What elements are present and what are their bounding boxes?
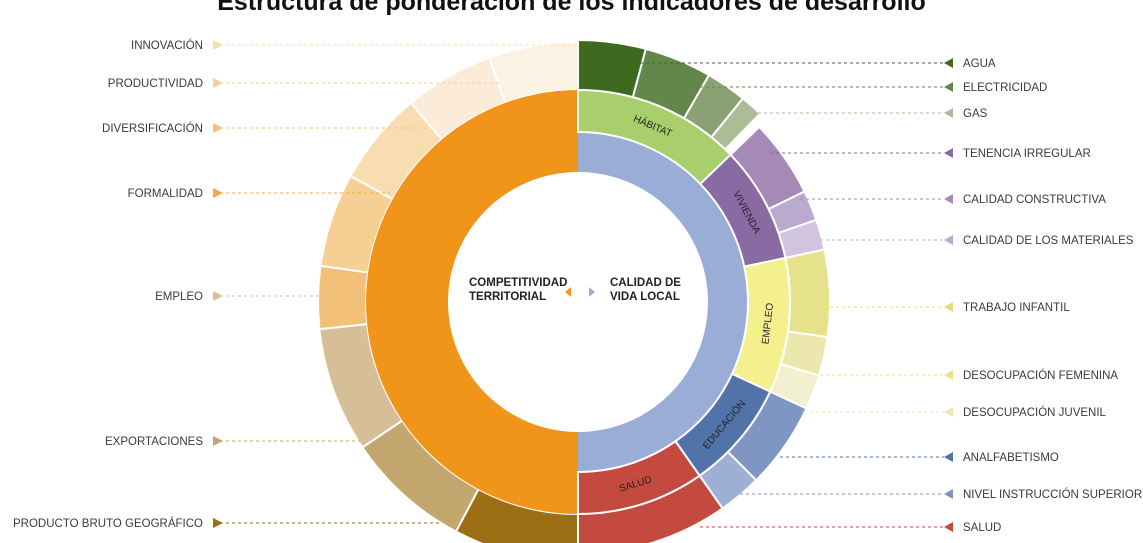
legend-label-diversificacion: DIVERSIFICACIÓN: [102, 122, 203, 135]
legend-label-nivel-instruccion-superior: NIVEL INSTRUCCIÓN SUPERIOR: [963, 488, 1142, 501]
leader-arrow-desocupacion-femenina: [944, 370, 953, 380]
center-left-line-2: TERRITORIAL: [469, 291, 546, 303]
leader-arrow-diversificacion: [213, 123, 223, 133]
legend-label-innovacion: INNOVACIÓN: [131, 39, 203, 52]
indicator-segment-trabajo-infantil: [784, 248, 831, 339]
leader-lines: [213, 40, 953, 532]
leader-arrow-gas: [944, 108, 953, 118]
leader-arrow-formalidad: [213, 188, 223, 198]
leader-arrow-desocupacion-juvenil: [944, 407, 953, 417]
legend-label-producto-bruto-geografico: PRODUCTO BRUTO GEOGRÁFICO: [13, 517, 203, 530]
legend-label-electricidad: ELECTRICIDAD: [963, 82, 1047, 94]
center-right-arrow: [589, 287, 595, 297]
legend-label-exportaciones: EXPORTACIONES: [105, 436, 203, 448]
leader-arrow-salud: [944, 522, 953, 532]
legend-label-empleo: EMPLEO: [155, 291, 203, 303]
legend-label-desocupacion-femenina: DESOCUPACIÓN FEMENINA: [963, 369, 1118, 382]
leader-arrow-agua: [944, 58, 953, 68]
indicator-segment-formalidad: [317, 264, 370, 331]
group-segment-salud: [577, 439, 701, 516]
leader-arrow-tenencia-irregular: [944, 148, 953, 158]
leader-arrow-electricidad: [944, 82, 953, 92]
legend-label-productividad: PRODUCTIVIDAD: [108, 78, 203, 90]
inner-ring: [366, 88, 791, 516]
legend-label-tenencia-irregular: TENENCIA IRREGULAR: [963, 148, 1091, 160]
leader-arrow-analfabetismo: [944, 452, 953, 462]
leader-arrow-trabajo-infantil: [944, 302, 953, 312]
leader-arrow-calidad-constructiva: [944, 194, 953, 204]
leader-arrow-nivel-instruccion-superior: [944, 489, 953, 499]
legend-label-trabajo-infantil: TRABAJO INFANTIL: [963, 302, 1070, 314]
segment-competitividad-territorial: [366, 90, 578, 514]
center-left-line-1: COMPETITIVIDAD: [469, 277, 567, 289]
legend-label-analfabetismo: ANALFABETISMO: [963, 452, 1059, 464]
leader-arrow-innovacion: [213, 40, 223, 50]
legend-labels: AGUA ELECTRICIDAD GAS TENENCIA IRREGULAR CAL…: [13, 39, 1142, 534]
center-left-arrow: [565, 287, 571, 297]
legend-label-gas: GAS: [963, 108, 988, 120]
center-labels: COMPETITIVIDAD TERRITORIAL CALIDAD DE VI…: [469, 277, 681, 303]
legend-label-calidad-constructiva: CALIDAD CONSTRUCTIVA: [963, 194, 1106, 206]
group-label-empleo: EMPLEO: [760, 302, 776, 345]
leader-arrow-productividad: [213, 78, 223, 88]
legend-label-agua: AGUA: [963, 58, 996, 70]
legend-label-desocupacion-juvenil: DESOCUPACIÓN JUVENIL: [963, 406, 1107, 419]
legend-label-calidad-de-los-materiales: CALIDAD DE LOS MATERIALES: [963, 235, 1134, 247]
center-right-line-2: VIDA LOCAL: [610, 291, 680, 303]
chart-title: Estructura de ponderación de los indicad…: [217, 0, 926, 16]
leader-arrow-calidad-de-los-materiales: [944, 235, 953, 245]
legend-label-salud: SALUD: [963, 522, 1001, 534]
leader-arrow-producto-bruto-geografico: [213, 518, 223, 528]
legend-label-formalidad: FORMALIDAD: [128, 188, 203, 200]
leader-arrow-empleo: [213, 291, 223, 301]
center-right-line-1: CALIDAD DE: [610, 277, 681, 289]
leader-arrow-exportaciones: [213, 436, 223, 446]
